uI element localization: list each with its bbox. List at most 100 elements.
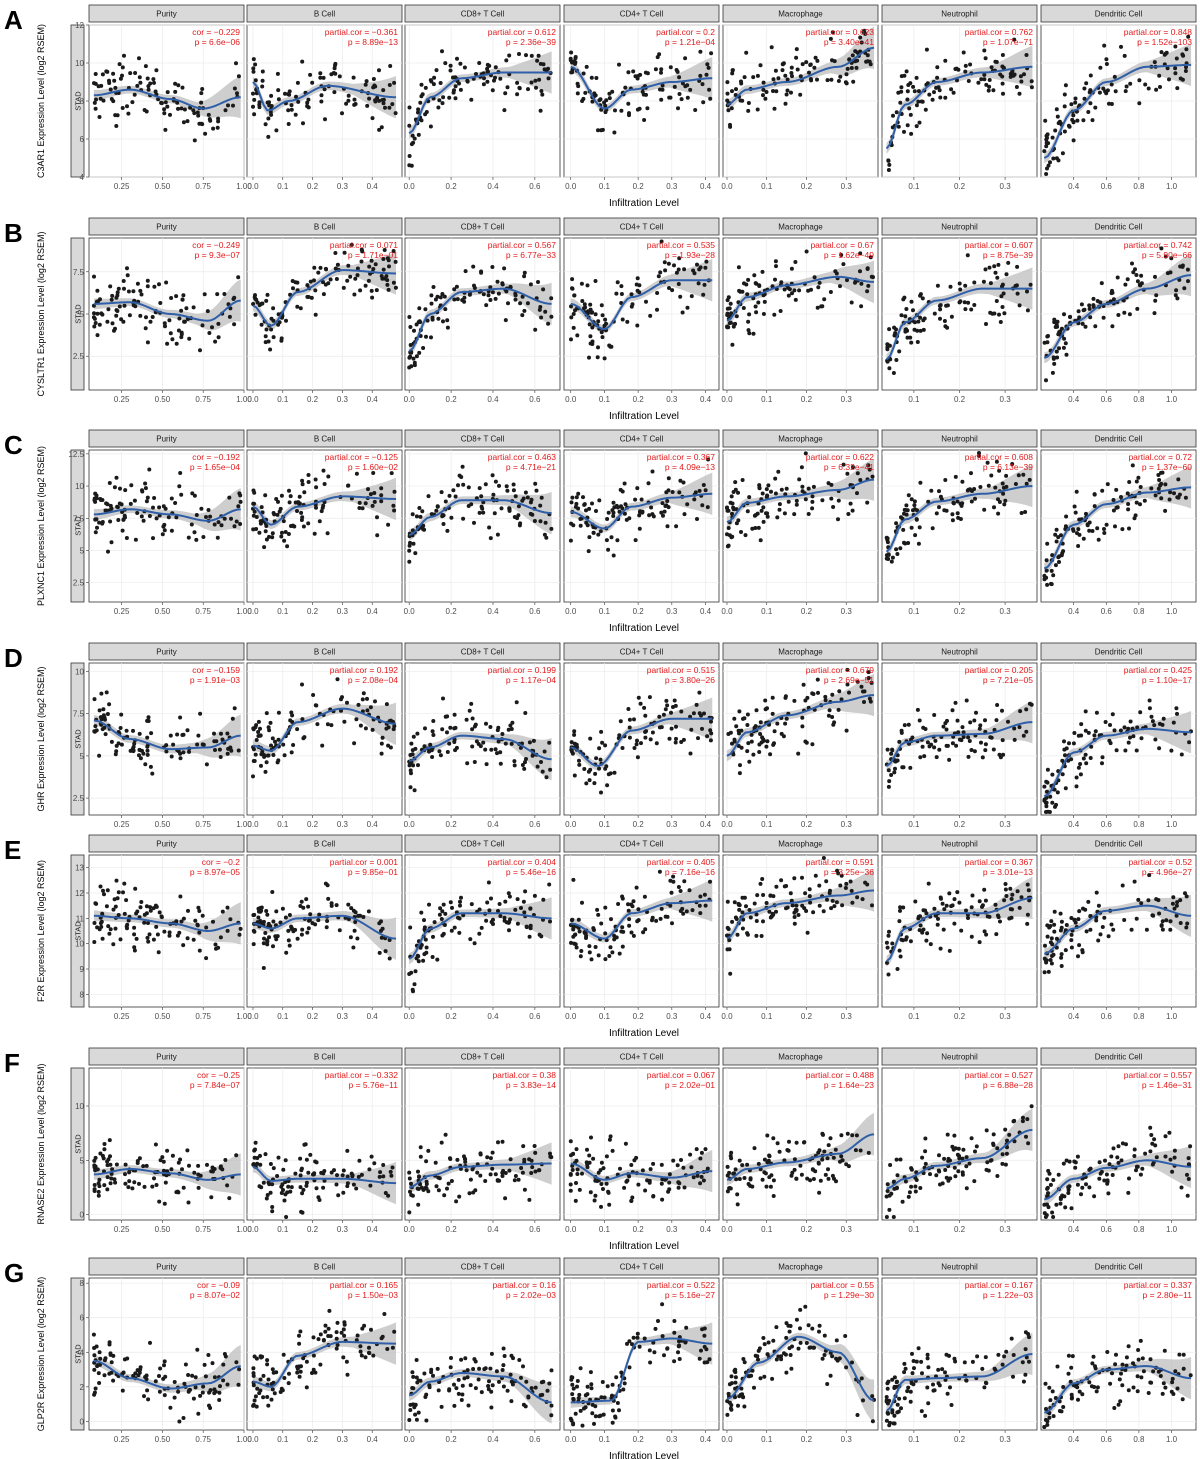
data-point <box>886 168 891 172</box>
data-point <box>955 890 960 895</box>
data-point <box>777 507 782 512</box>
data-point <box>318 265 323 270</box>
data-point <box>659 510 664 515</box>
data-point <box>617 62 621 67</box>
data-point <box>793 297 798 302</box>
data-point <box>286 928 291 933</box>
data-point <box>951 90 956 95</box>
data-point <box>443 61 448 66</box>
data-point <box>253 1140 258 1145</box>
data-point <box>138 313 143 318</box>
data-point <box>1055 114 1060 119</box>
data-point <box>599 330 604 335</box>
data-point <box>102 725 107 730</box>
data-point <box>253 296 258 301</box>
data-point <box>972 280 977 285</box>
data-point <box>662 260 667 265</box>
x-tick-label: 0.6 <box>529 182 541 191</box>
data-point <box>898 100 903 105</box>
data-point <box>1059 964 1064 968</box>
x-tick-label: 0.2 <box>446 607 458 616</box>
data-point <box>300 717 305 722</box>
data-point <box>604 764 609 769</box>
correlation-label: partial.cor = 0.192 <box>330 665 399 675</box>
y-tick-label: 4 <box>80 173 85 182</box>
data-point <box>947 891 952 896</box>
data-point <box>137 1156 142 1161</box>
data-point <box>899 85 904 90</box>
y-tick-label: 10 <box>75 59 84 68</box>
data-point <box>477 486 482 491</box>
data-point <box>352 97 357 102</box>
x-tick-label: 0.1 <box>908 1012 920 1021</box>
data-point <box>137 56 141 61</box>
data-point <box>313 477 318 482</box>
data-point <box>752 725 757 730</box>
data-point <box>262 545 267 550</box>
confidence-band <box>886 700 1033 772</box>
data-point <box>1083 752 1088 757</box>
data-point <box>916 914 921 919</box>
data-point <box>150 315 155 319</box>
y-tick-label: 5 <box>80 310 85 319</box>
data-point <box>1001 291 1006 296</box>
cancer-strip <box>70 662 85 816</box>
data-point <box>1009 897 1014 901</box>
data-point <box>253 62 258 67</box>
data-point <box>996 262 1001 267</box>
data-point <box>506 301 510 306</box>
data-point <box>1044 378 1048 383</box>
data-point <box>518 301 523 306</box>
data-point <box>944 743 949 748</box>
data-point <box>1126 507 1131 512</box>
data-point <box>509 727 514 731</box>
data-point <box>306 105 311 110</box>
data-point <box>894 547 899 552</box>
data-point <box>270 890 275 894</box>
data-point <box>758 63 763 68</box>
data-point <box>1126 740 1131 745</box>
facet-title: Dendritic Cell <box>1095 648 1143 657</box>
data-point <box>699 713 703 718</box>
data-point <box>754 933 759 938</box>
data-point <box>148 764 153 769</box>
data-point <box>995 275 1000 280</box>
data-point <box>1056 555 1061 560</box>
data-point <box>1154 293 1159 298</box>
data-point <box>826 481 831 486</box>
data-point <box>291 743 296 747</box>
data-point <box>973 496 977 501</box>
data-point <box>1051 573 1056 578</box>
data-point <box>748 915 753 920</box>
fit-line <box>408 71 552 135</box>
panel-letter: A <box>4 5 23 35</box>
data-point <box>1079 722 1084 727</box>
data-point <box>1044 568 1049 573</box>
data-point <box>838 284 842 289</box>
data-point <box>109 97 114 101</box>
data-point <box>839 253 844 257</box>
data-point <box>769 45 774 50</box>
data-point <box>529 53 534 58</box>
plot-area <box>563 662 720 816</box>
x-tick-label: 0.0 <box>565 607 577 616</box>
data-point <box>641 930 646 935</box>
data-point <box>314 485 319 490</box>
data-point <box>887 366 892 371</box>
data-point <box>763 698 768 703</box>
x-tick-label: 0.3 <box>841 1012 853 1021</box>
data-point <box>602 356 607 361</box>
data-point <box>453 84 458 89</box>
data-point <box>1086 730 1091 735</box>
data-point <box>430 955 435 959</box>
data-point <box>125 273 130 278</box>
data-point <box>534 488 539 493</box>
data-point <box>800 724 805 729</box>
data-point <box>963 69 968 74</box>
data-point <box>381 257 386 261</box>
data-point <box>1081 906 1085 911</box>
data-point <box>726 325 731 330</box>
data-point <box>191 937 196 942</box>
data-point <box>592 928 596 932</box>
